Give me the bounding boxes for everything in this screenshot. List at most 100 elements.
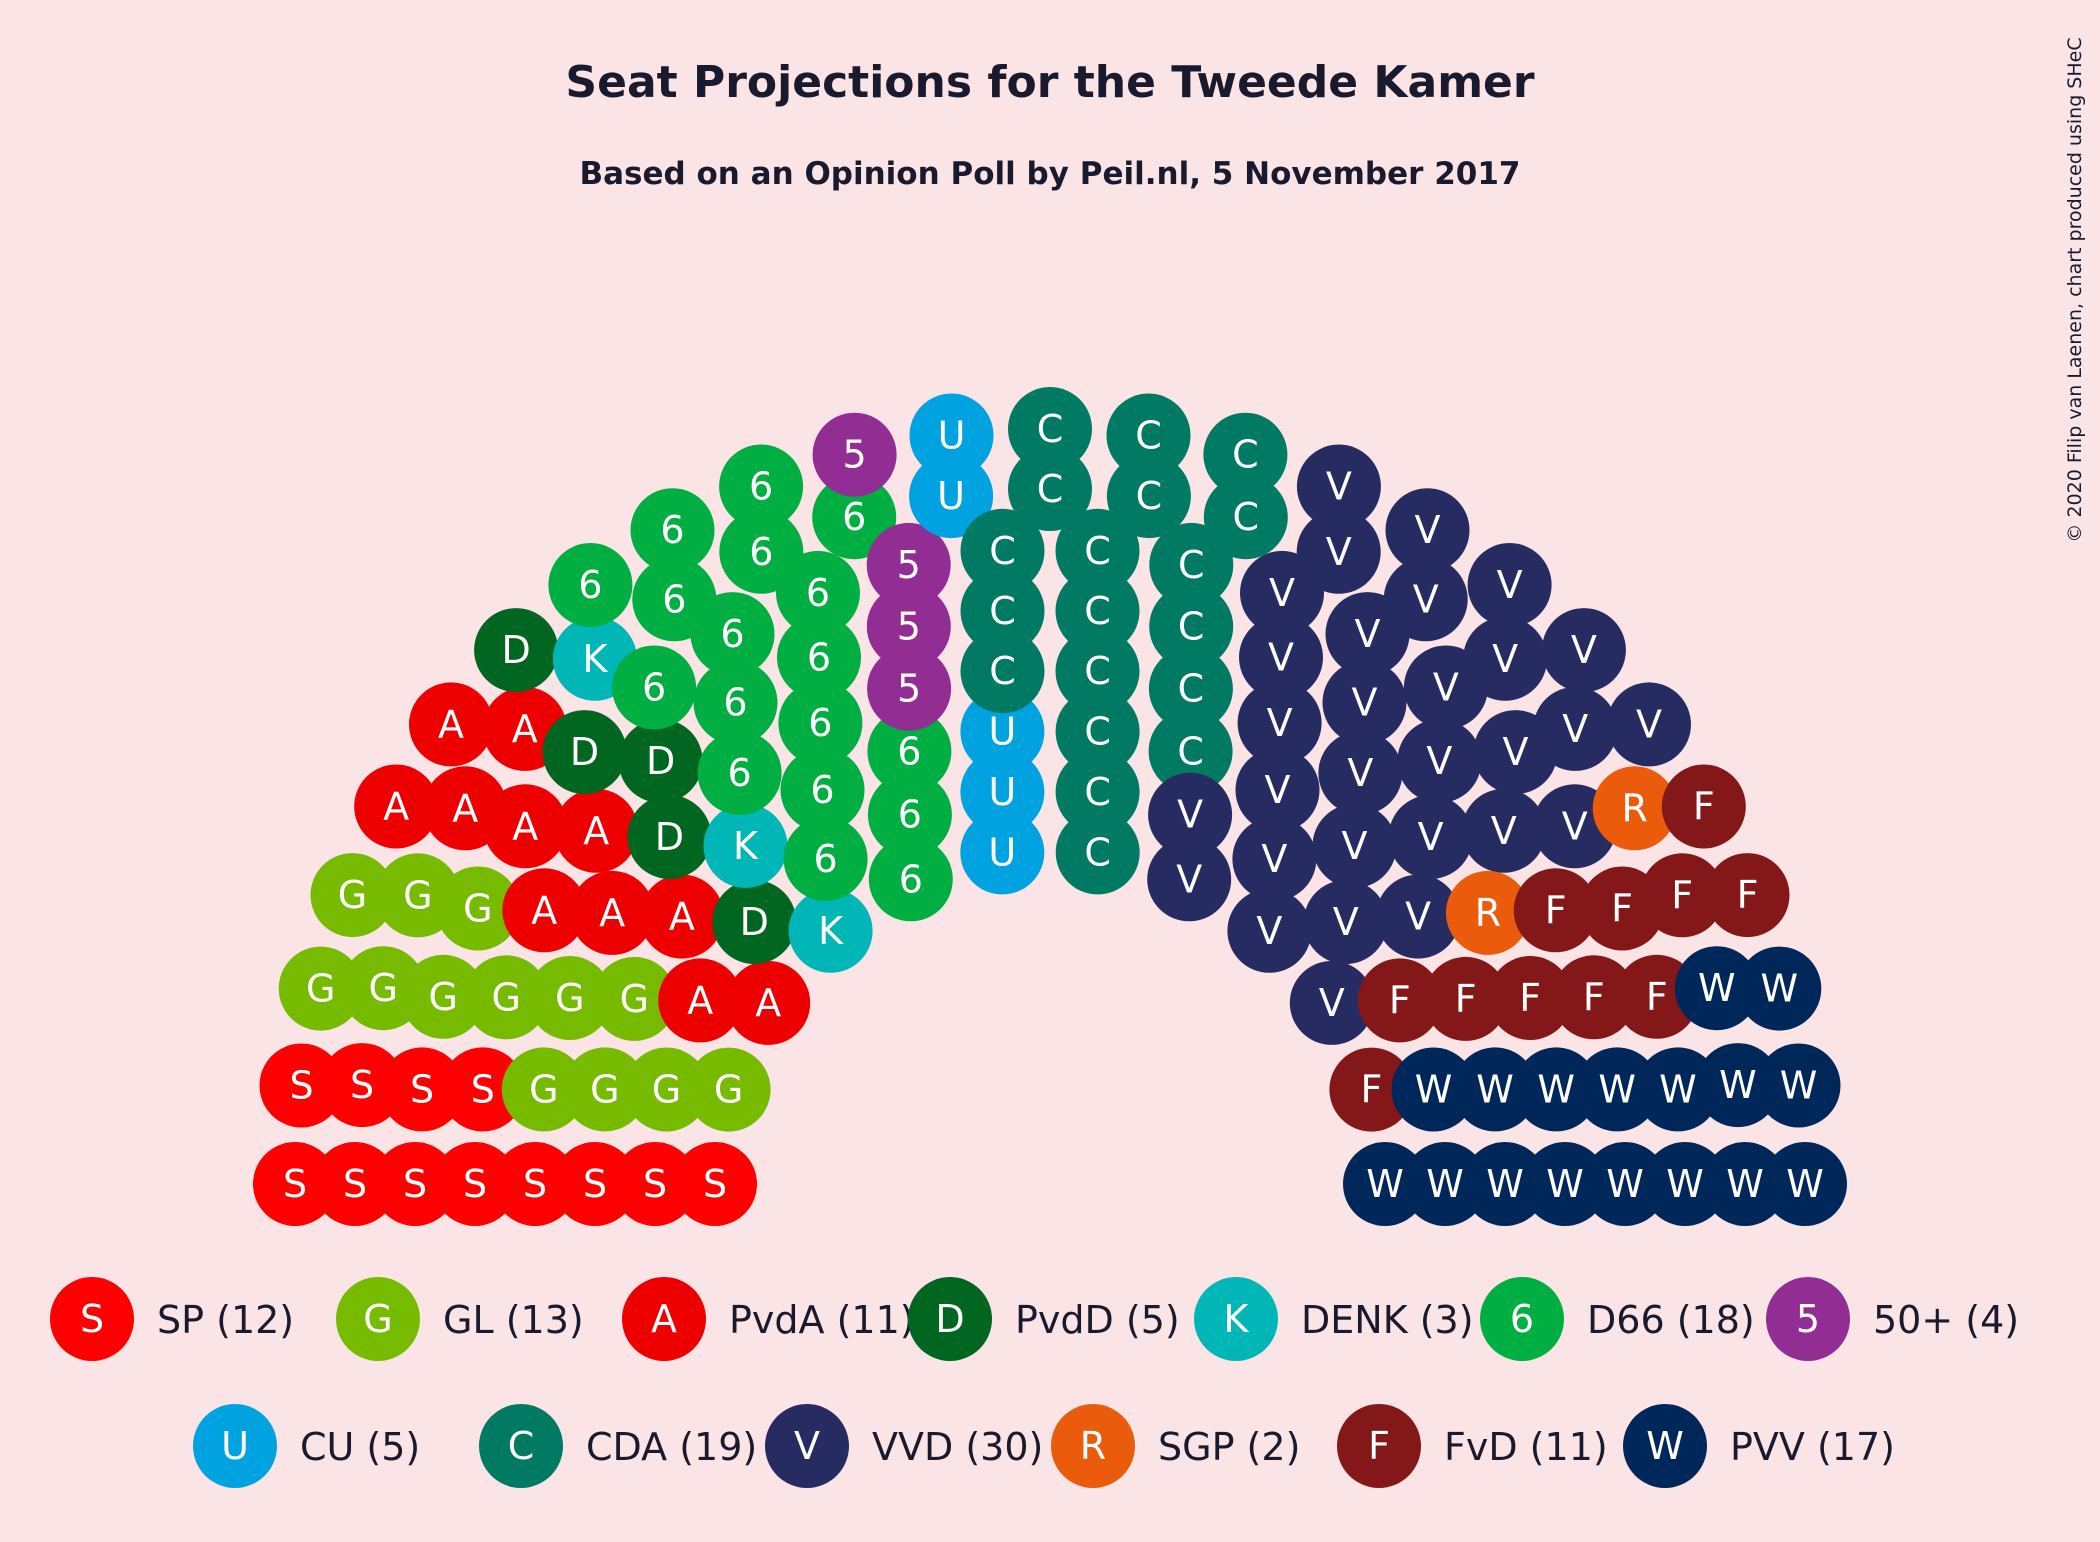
- seat-cda: [960, 569, 1045, 653]
- seat-letter-cu: U: [988, 710, 1016, 754]
- seat-letter-gl: G: [428, 975, 457, 1019]
- seat-letter-cda: C: [1037, 407, 1064, 451]
- seat-d66: [630, 488, 715, 573]
- seat-pvv: [1756, 1043, 1841, 1128]
- chart-credit: © 2020 Filip van Laenen, chart produced …: [2064, 37, 2086, 542]
- seat-letter-vvd: V: [1176, 857, 1202, 901]
- seat-pvv: [1583, 1142, 1667, 1226]
- seat-d66: [697, 731, 782, 815]
- chart-subtitle: Based on an Opinion Poll by Peil.nl, 5 N…: [580, 156, 1521, 192]
- seat-letter-pvdd: D: [501, 628, 530, 672]
- seat-letter-cu: U: [988, 770, 1016, 814]
- seat-letter-vvd: V: [1256, 909, 1282, 953]
- seat-letter-d66: 6: [578, 563, 602, 607]
- seat-pvdd: [627, 795, 712, 879]
- seat-vvd: [1296, 509, 1381, 594]
- legend-swatch-letter: 5: [1796, 1297, 1820, 1341]
- seat-50: [866, 522, 951, 607]
- seat-letter-d66: 6: [842, 495, 866, 539]
- seat-gl: [501, 1047, 586, 1132]
- seat-vvd: [1237, 681, 1322, 765]
- seat-cda: [960, 629, 1045, 714]
- seat-cda: [1148, 646, 1233, 731]
- legend-swatch-letter: U: [221, 1424, 249, 1468]
- seat-letter-50: 5: [897, 667, 921, 711]
- seat-d66: [777, 615, 861, 700]
- seat-cda: [1008, 447, 1092, 531]
- legend-swatch: [622, 1277, 706, 1361]
- seat-letter-gl: G: [368, 966, 397, 1010]
- legend-swatch: [765, 1404, 849, 1488]
- seat-50: [866, 584, 951, 669]
- seat-pvv: [1643, 1142, 1727, 1226]
- legend-label: SP (12): [157, 1298, 294, 1342]
- seat-sp: [433, 1142, 517, 1226]
- seat-cda: [1055, 508, 1140, 593]
- seat-pvda: [483, 784, 568, 869]
- legend-item-sp: S SP (12): [50, 1277, 294, 1361]
- seat-sp: [320, 1043, 405, 1128]
- seat-letter-pvdd: D: [655, 815, 684, 859]
- seat-gl: [278, 946, 363, 1031]
- seat-letter-fvd: F: [1671, 873, 1693, 917]
- seat-letter-cda: C: [1084, 830, 1111, 874]
- seat-d66: [867, 772, 952, 857]
- seat-letter-gl: G: [463, 887, 492, 931]
- seat-d66: [719, 444, 804, 529]
- seat-sp: [613, 1142, 697, 1226]
- seat-letter-vvd: V: [1333, 900, 1359, 944]
- seat-letter-sp: S: [403, 1162, 427, 1206]
- seat-letter-pvda: A: [583, 809, 609, 853]
- legend-label: DENK (3): [1301, 1298, 1474, 1342]
- legend-swatch: [50, 1277, 134, 1361]
- seat-letter-gl: G: [338, 873, 367, 917]
- seat-letter-sp: S: [703, 1162, 727, 1206]
- seat-letter-d66: 6: [728, 751, 752, 795]
- seat-letter-sp: S: [283, 1162, 307, 1206]
- seat-cu: [960, 689, 1045, 774]
- seat-letter-vvd: V: [1268, 635, 1294, 679]
- seat-vvd: [1385, 488, 1470, 573]
- legend-label: FvD (11): [1444, 1425, 1608, 1469]
- seat-letter-sp: S: [463, 1162, 487, 1206]
- seat-letter-pvda: A: [687, 978, 713, 1022]
- seat-letter-pvv: W: [1476, 1067, 1514, 1111]
- seat-fvd: [1551, 955, 1636, 1040]
- seat-fvd: [1329, 1047, 1414, 1132]
- seat-cu: [909, 454, 994, 539]
- seat-sgp: [1592, 766, 1677, 851]
- seat-letter-d66: 6: [808, 701, 832, 745]
- seat-d66: [690, 592, 775, 677]
- legend-label: PVV (17): [1730, 1425, 1895, 1469]
- seat-letter-vvd: V: [1491, 809, 1517, 853]
- seat-letter-pvv: W: [1486, 1162, 1524, 1206]
- seat-fvd: [1423, 956, 1508, 1041]
- seat-fvd: [1705, 853, 1790, 938]
- seat-letter-gl: G: [491, 975, 520, 1019]
- seat-letter-d66: 6: [898, 793, 922, 837]
- seat-vvd: [1148, 772, 1233, 857]
- seat-letter-d66: 6: [899, 857, 923, 901]
- seat-letter-vvd: V: [1265, 768, 1291, 812]
- seat-letter-vvd: V: [1342, 824, 1368, 868]
- seat-cda: [960, 508, 1045, 593]
- seat-d66: [548, 543, 633, 627]
- seat-denk: [788, 888, 873, 973]
- seat-letter-cda: C: [1084, 770, 1111, 814]
- legend-item-vvd: V VVD (30): [765, 1404, 1043, 1488]
- seat-letter-sp: S: [583, 1162, 607, 1206]
- seat-letter-vvd: V: [1418, 815, 1444, 859]
- legend-item-pvda: A PvdA (11): [622, 1277, 915, 1361]
- seat-letter-fvd: F: [1360, 1068, 1382, 1112]
- seat-vvd: [1312, 803, 1397, 888]
- seat-letter-pvda: A: [438, 702, 464, 746]
- seat-letter-pvda: A: [512, 804, 538, 848]
- seat-sp: [373, 1142, 457, 1226]
- seat-letter-gl: G: [306, 967, 335, 1011]
- seat-letter-cu: U: [988, 830, 1016, 874]
- legend-item-fvd: F FvD (11): [1337, 1404, 1608, 1488]
- seat-letter-pvv: W: [1761, 967, 1799, 1011]
- seat-sp: [673, 1142, 757, 1226]
- seat-d66: [812, 475, 897, 560]
- seat-letter-pvda: A: [452, 786, 478, 830]
